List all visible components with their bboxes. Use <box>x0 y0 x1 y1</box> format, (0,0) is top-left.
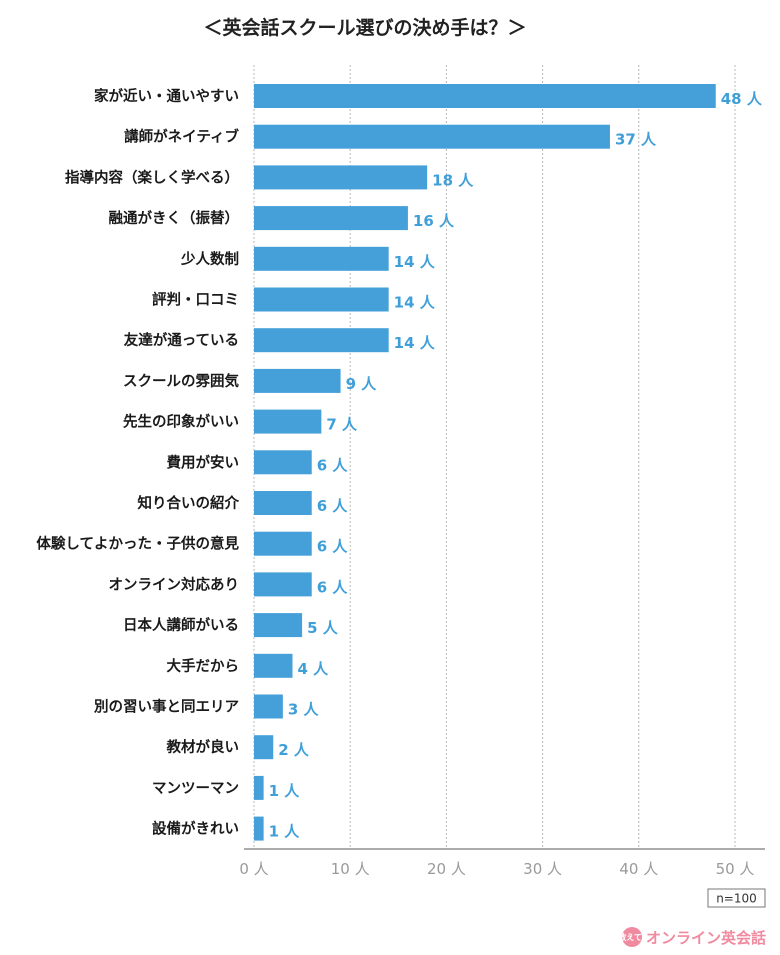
value-label: 1 人 <box>269 823 301 841</box>
category-label: 講師がネイティブ <box>124 128 239 146</box>
category-label: 家が近い・通いやすい <box>94 87 239 105</box>
value-label: 6 人 <box>317 578 349 596</box>
bar <box>254 816 264 841</box>
category-label: 体験してよかった・子供の意見 <box>36 535 239 553</box>
category-label: 融通がきく（振替） <box>109 209 240 227</box>
bar <box>254 287 389 312</box>
category-label: スクールの雰囲気 <box>123 372 239 390</box>
category-label: マンツーマン <box>152 781 239 797</box>
bar <box>254 165 428 190</box>
category-label: 別の習い事と同エリア <box>93 698 239 716</box>
value-label: 16 人 <box>413 212 455 230</box>
x-tick-labels: 0 人 10 人 20 人 30 人 40 人 50 人 <box>239 860 754 878</box>
bar <box>254 775 264 800</box>
bar <box>254 653 293 678</box>
x-tick-label: 50 人 <box>716 860 755 878</box>
bar <box>254 368 341 393</box>
bar <box>254 409 322 434</box>
value-label: 1 人 <box>269 782 301 800</box>
bar <box>254 328 389 353</box>
x-tick-label: 10 人 <box>331 860 370 878</box>
bar <box>254 613 303 638</box>
bar <box>254 206 408 231</box>
category-label: 知り合いの紹介 <box>138 494 240 512</box>
brand-name: オンライン英会話 <box>646 929 766 947</box>
bar <box>254 124 610 149</box>
value-label: 37 人 <box>615 131 657 149</box>
category-label: 設備がきれい <box>152 820 239 838</box>
value-label: 48 人 <box>721 90 763 108</box>
category-label: 費用が安い <box>167 453 240 471</box>
bar <box>254 694 283 719</box>
chart-title: ＜英会話スクール選びの決め手は？＞ <box>203 16 526 39</box>
category-label: 友達が通っている <box>124 331 239 349</box>
brand-logo: 教えて! オンライン英会話 <box>617 927 766 947</box>
category-label: 日本人講師がいる <box>123 616 239 634</box>
category-label: 先生の印象がいい <box>123 413 239 431</box>
value-label: 18 人 <box>432 171 474 189</box>
x-tick-label: 30 人 <box>523 860 562 878</box>
bar <box>254 572 312 597</box>
brand-badge-text: 教えて! <box>617 932 645 942</box>
category-label: 評判・口コミ <box>152 291 239 309</box>
value-label: 6 人 <box>317 456 349 474</box>
value-label: 6 人 <box>317 538 349 556</box>
bar <box>254 246 389 271</box>
x-tick-label: 20 人 <box>427 860 466 878</box>
bar <box>254 735 274 760</box>
value-label: 3 人 <box>288 701 320 719</box>
value-label: 4 人 <box>297 660 329 678</box>
bar <box>254 450 312 475</box>
category-label: 指導内容（楽しく学べる） <box>65 168 239 186</box>
category-label: 教材が良い <box>166 738 240 756</box>
value-label: 9 人 <box>346 375 378 393</box>
value-labels: 48 人 37 人 18 人 16 人 14 人 14 人 14 人 9 人 7 人 6 人 6 人… <box>269 90 763 841</box>
sample-size-box <box>707 888 766 908</box>
value-label: 7 人 <box>326 416 358 434</box>
value-label: 2 人 <box>278 741 310 759</box>
bars <box>254 84 716 841</box>
value-label: 14 人 <box>394 334 436 352</box>
value-label: 5 人 <box>307 619 339 637</box>
category-label: 少人数制 <box>180 250 239 268</box>
value-label: 14 人 <box>394 294 436 312</box>
brand-badge-icon <box>622 927 642 947</box>
sample-size-label: n=100 <box>716 892 757 906</box>
x-tick-label: 0 人 <box>239 860 268 878</box>
category-label: オンライン対応あり <box>109 575 240 593</box>
bar <box>254 84 716 108</box>
value-label: 14 人 <box>394 253 436 271</box>
value-label: 6 人 <box>317 497 349 515</box>
bar <box>254 491 312 515</box>
x-tick-label: 40 人 <box>619 860 658 878</box>
category-label: 大手だから <box>167 657 240 675</box>
bar <box>254 531 312 556</box>
